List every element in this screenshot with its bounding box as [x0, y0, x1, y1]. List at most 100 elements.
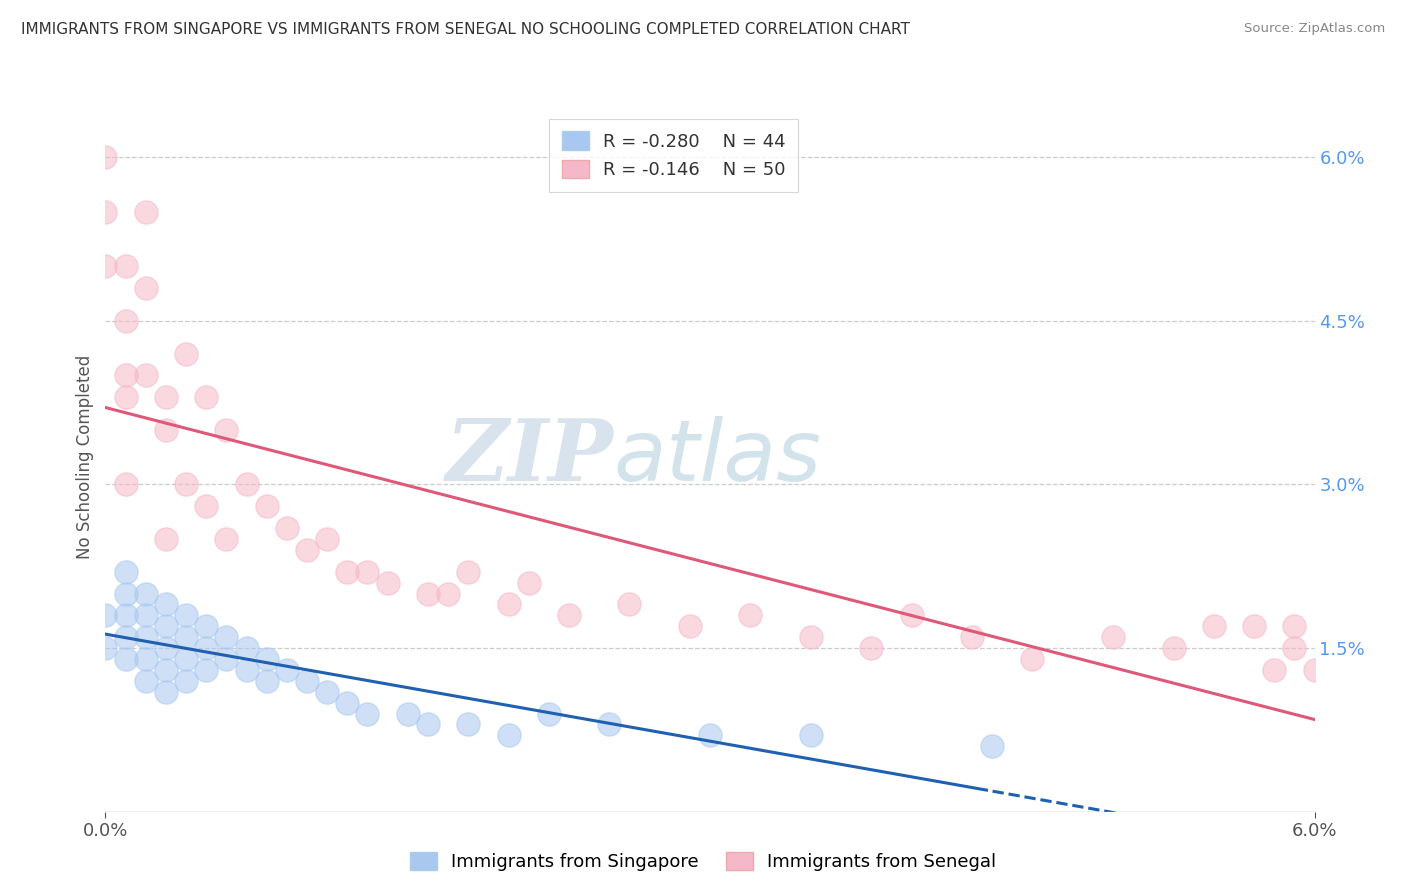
Point: [114, 314, 136, 328]
Point: [174, 477, 197, 491]
Point: [195, 663, 218, 677]
Point: [235, 477, 257, 491]
Point: [215, 532, 238, 546]
Point: [619, 598, 641, 612]
Point: [598, 717, 620, 731]
Point: [498, 598, 520, 612]
Text: atlas: atlas: [613, 416, 821, 499]
Point: [316, 532, 339, 546]
Point: [396, 706, 419, 721]
Point: [155, 663, 177, 677]
Text: IMMIGRANTS FROM SINGAPORE VS IMMIGRANTS FROM SENEGAL NO SCHOOLING COMPLETED CORR: IMMIGRANTS FROM SINGAPORE VS IMMIGRANTS …: [21, 22, 910, 37]
Point: [235, 641, 257, 656]
Point: [1284, 641, 1306, 656]
Point: [256, 673, 278, 688]
Point: [235, 663, 257, 677]
Point: [135, 652, 157, 666]
Point: [457, 717, 479, 731]
Point: [155, 684, 177, 698]
Point: [155, 390, 177, 404]
Point: [256, 500, 278, 514]
Point: [114, 652, 136, 666]
Point: [114, 390, 136, 404]
Text: ZIP: ZIP: [446, 416, 613, 499]
Point: [377, 575, 399, 590]
Point: [437, 586, 460, 600]
Point: [356, 565, 378, 579]
Point: [195, 500, 218, 514]
Point: [800, 728, 823, 742]
Point: [155, 598, 177, 612]
Point: [558, 608, 581, 623]
Point: [135, 368, 157, 383]
Point: [114, 565, 136, 579]
Point: [195, 641, 218, 656]
Point: [155, 619, 177, 633]
Point: [860, 641, 883, 656]
Point: [336, 565, 359, 579]
Point: [94, 259, 117, 273]
Point: [114, 368, 136, 383]
Point: [1021, 652, 1043, 666]
Point: [1284, 619, 1306, 633]
Point: [94, 641, 117, 656]
Point: [1263, 663, 1285, 677]
Legend: Immigrants from Singapore, Immigrants from Senegal: Immigrants from Singapore, Immigrants fr…: [402, 845, 1004, 879]
Legend: R = -0.280    N = 44, R = -0.146    N = 50: R = -0.280 N = 44, R = -0.146 N = 50: [548, 119, 799, 192]
Point: [155, 423, 177, 437]
Point: [155, 641, 177, 656]
Point: [699, 728, 721, 742]
Point: [114, 259, 136, 273]
Point: [256, 652, 278, 666]
Point: [679, 619, 702, 633]
Point: [1102, 630, 1125, 644]
Point: [900, 608, 922, 623]
Point: [215, 652, 238, 666]
Point: [114, 586, 136, 600]
Point: [135, 586, 157, 600]
Point: [276, 521, 298, 535]
Text: Source: ZipAtlas.com: Source: ZipAtlas.com: [1244, 22, 1385, 36]
Point: [94, 204, 117, 219]
Point: [517, 575, 540, 590]
Point: [1303, 663, 1326, 677]
Point: [1163, 641, 1185, 656]
Point: [416, 586, 439, 600]
Point: [215, 630, 238, 644]
Point: [800, 630, 823, 644]
Point: [94, 608, 117, 623]
Point: [195, 619, 218, 633]
Point: [135, 673, 157, 688]
Point: [135, 281, 157, 295]
Y-axis label: No Schooling Completed: No Schooling Completed: [76, 355, 94, 559]
Point: [1243, 619, 1265, 633]
Point: [94, 150, 117, 164]
Point: [174, 346, 197, 360]
Point: [356, 706, 378, 721]
Point: [114, 608, 136, 623]
Point: [135, 630, 157, 644]
Point: [295, 542, 318, 557]
Point: [114, 477, 136, 491]
Point: [174, 630, 197, 644]
Point: [537, 706, 560, 721]
Point: [960, 630, 983, 644]
Point: [174, 673, 197, 688]
Point: [316, 684, 339, 698]
Point: [457, 565, 479, 579]
Point: [174, 608, 197, 623]
Point: [416, 717, 439, 731]
Point: [336, 696, 359, 710]
Point: [215, 423, 238, 437]
Point: [981, 739, 1004, 754]
Point: [174, 652, 197, 666]
Point: [740, 608, 762, 623]
Point: [155, 532, 177, 546]
Point: [276, 663, 298, 677]
Point: [135, 204, 157, 219]
Point: [195, 390, 218, 404]
Point: [295, 673, 318, 688]
Point: [498, 728, 520, 742]
Point: [135, 608, 157, 623]
Point: [114, 630, 136, 644]
